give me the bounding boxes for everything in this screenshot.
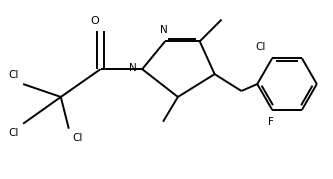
Text: Cl: Cl — [256, 42, 266, 52]
Text: O: O — [90, 16, 99, 26]
Text: F: F — [268, 117, 274, 127]
Text: N: N — [160, 25, 168, 35]
Text: N: N — [130, 63, 137, 73]
Text: Cl: Cl — [9, 128, 19, 138]
Text: Cl: Cl — [9, 70, 19, 80]
Text: Cl: Cl — [73, 133, 83, 143]
